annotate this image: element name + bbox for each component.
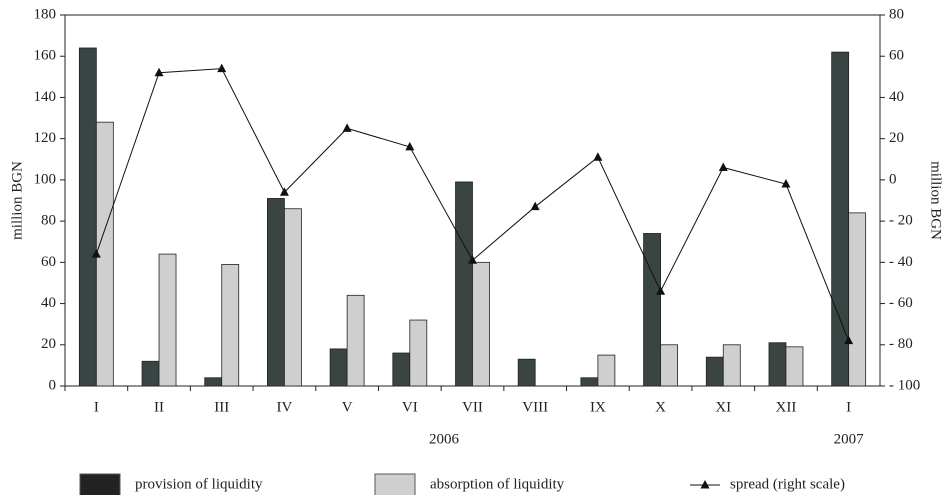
x-tick-label: III — [214, 399, 229, 415]
y-tick-label: 0 — [49, 377, 57, 393]
y2-tick-label: - 80 — [889, 336, 913, 352]
x-tick-label: V — [342, 399, 353, 415]
x-tick-label: I — [846, 399, 851, 415]
bar — [660, 344, 678, 387]
bar — [722, 344, 741, 387]
y2-tick-label: - 60 — [889, 295, 913, 311]
marker — [91, 249, 101, 258]
legend-swatch — [79, 473, 121, 495]
marker — [844, 335, 854, 345]
marker — [154, 67, 164, 77]
x-tick-label: VI — [402, 399, 418, 415]
marker — [781, 179, 791, 188]
y-tick-label: 120 — [34, 130, 57, 146]
bar — [346, 294, 365, 387]
legend-marker — [700, 480, 710, 489]
y-tick-label: 60 — [41, 254, 56, 270]
legend-label: absorption of liquidity — [430, 476, 565, 492]
x-tick-label: XI — [715, 399, 731, 415]
y-tick-label: 100 — [34, 171, 57, 187]
y2-tick-label: 0 — [889, 171, 897, 187]
bar — [848, 212, 867, 387]
bar — [284, 208, 302, 387]
x-tick-label: I — [94, 399, 99, 415]
marker — [718, 162, 728, 172]
bar — [472, 261, 490, 387]
x-tick-label: II — [154, 399, 164, 415]
bar — [517, 358, 536, 387]
marker — [279, 187, 289, 196]
y-tick-label: 80 — [41, 213, 56, 229]
marker — [656, 286, 666, 295]
y-tick-label: 140 — [34, 89, 57, 105]
y2-tick-label: 80 — [889, 6, 904, 22]
y2-tick-label: - 40 — [889, 254, 913, 270]
bar — [768, 342, 787, 387]
y2-tick-label: - 20 — [889, 213, 913, 229]
annotation: 2007 — [834, 431, 865, 447]
bar — [643, 233, 661, 387]
bar — [580, 377, 599, 387]
marker — [405, 141, 415, 151]
y2-tick-label: 60 — [889, 48, 904, 64]
bar — [597, 354, 616, 387]
y2-axis-label: million BGN — [928, 161, 944, 240]
x-tick-label: VIII — [522, 399, 548, 415]
legend-label: provision of liquidity — [135, 476, 263, 492]
bar — [158, 253, 177, 387]
y-tick-label: 180 — [34, 6, 57, 22]
bar — [78, 47, 97, 387]
legend-swatch — [374, 473, 416, 495]
y-tick-label: 40 — [41, 295, 56, 311]
marker — [342, 123, 352, 132]
annotation: 2006 — [429, 431, 460, 447]
x-tick-label: VII — [462, 399, 483, 415]
y-axis-label: million BGN — [9, 161, 25, 240]
y2-tick-label: 20 — [889, 130, 904, 146]
y-tick-label: 20 — [41, 336, 56, 352]
y2-tick-label: - 100 — [889, 377, 920, 393]
x-tick-label: X — [655, 399, 666, 415]
marker — [217, 63, 227, 73]
bar — [329, 348, 348, 387]
bar — [221, 263, 240, 387]
bar — [785, 346, 804, 387]
y-tick-label: 160 — [34, 48, 57, 64]
marker — [530, 201, 540, 211]
bar — [409, 319, 428, 387]
marker — [593, 152, 603, 161]
bar — [267, 198, 285, 387]
x-tick-label: XII — [776, 399, 797, 415]
bar — [455, 181, 473, 387]
x-tick-label: IX — [590, 399, 606, 415]
legend-label: spread (right scale) — [730, 476, 845, 492]
y2-tick-label: 40 — [889, 89, 904, 105]
bar — [705, 356, 724, 387]
bar — [204, 377, 223, 387]
bar — [392, 352, 411, 387]
bar — [141, 360, 160, 387]
bar — [831, 51, 850, 387]
x-tick-label: IV — [277, 399, 293, 415]
marker — [468, 255, 477, 264]
